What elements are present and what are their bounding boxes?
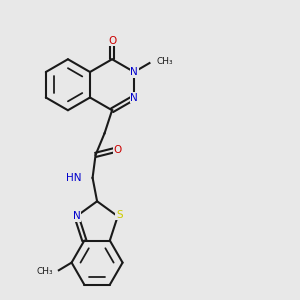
Text: N: N xyxy=(73,211,80,221)
Text: HN: HN xyxy=(66,173,81,183)
Text: N: N xyxy=(130,92,138,103)
Text: CH₃: CH₃ xyxy=(157,57,174,66)
Text: S: S xyxy=(116,210,122,220)
Text: N: N xyxy=(130,67,138,77)
Text: CH₃: CH₃ xyxy=(37,267,53,276)
Text: O: O xyxy=(108,36,116,46)
Text: O: O xyxy=(113,145,122,155)
